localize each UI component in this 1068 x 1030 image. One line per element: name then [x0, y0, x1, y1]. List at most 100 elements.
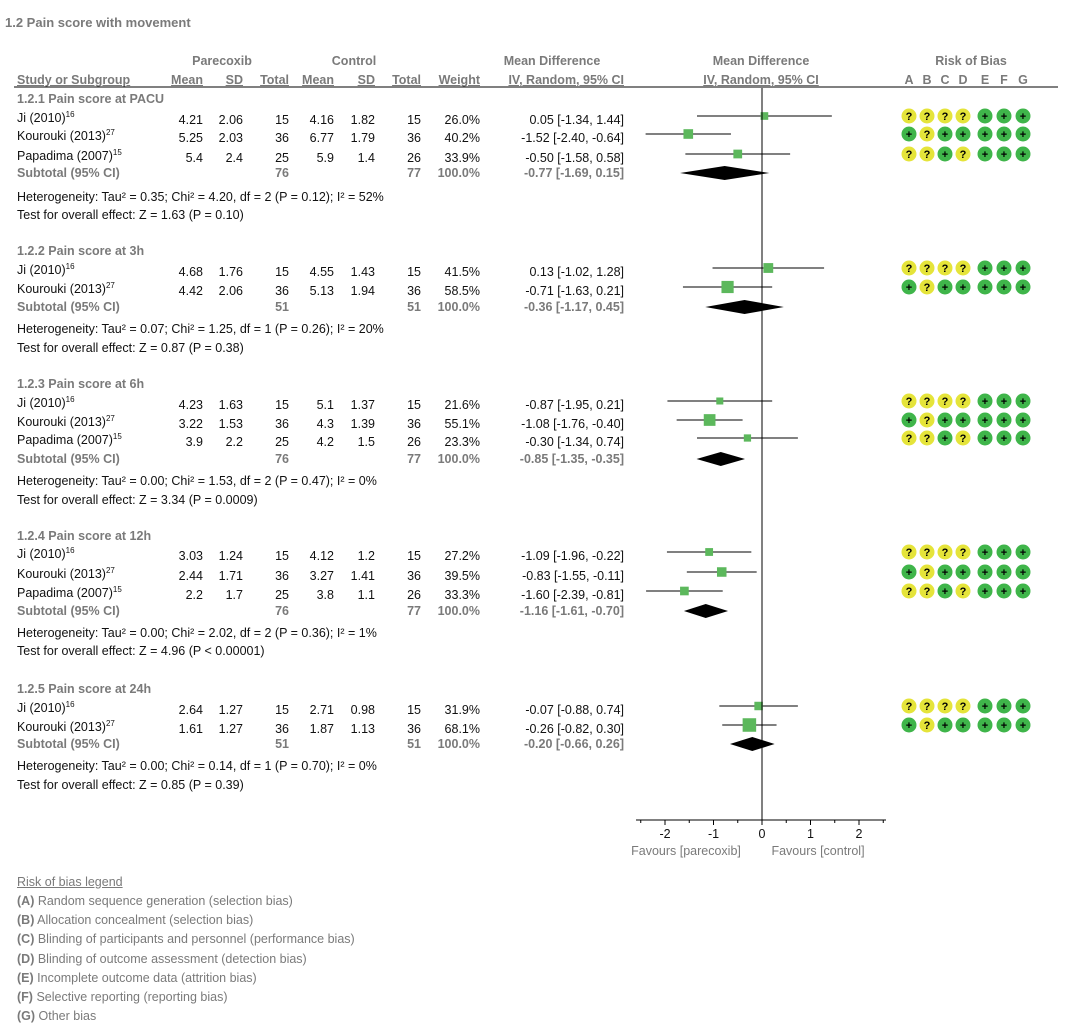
mean-parecoxib: 2.64: [178, 703, 203, 717]
rob-symbol: +: [960, 720, 966, 732]
subtotal-diamond: [683, 604, 729, 618]
rob-symbol: +: [1001, 701, 1007, 713]
legend-item: (G) Other bias: [17, 1010, 96, 1023]
md-ci: -0.30 [-1.34, 0.74]: [525, 435, 624, 449]
rob-symbol: +: [1001, 547, 1007, 559]
study-reference: 27: [105, 414, 115, 423]
heterogeneity-text: Heterogeneity: Tau² = 0.00; Chi² = 2.02,…: [17, 626, 377, 640]
rob-symbol: +: [1020, 547, 1026, 559]
weight: 33.3%: [444, 588, 480, 602]
subgroup-title: 1.2.1 Pain score at PACU: [17, 92, 165, 106]
total-parecoxib: 25: [275, 435, 289, 449]
legend-key: (C): [17, 932, 35, 947]
rob-circle: [937, 717, 953, 733]
rob-circle: [937, 108, 953, 124]
rob-circle: [919, 393, 935, 409]
rob-symbol: +: [906, 720, 912, 732]
subtotal-weight: 100.0%: [437, 300, 480, 314]
mean-control: 3.8: [316, 588, 334, 602]
legend-text: Blinding of participants and personnel (…: [34, 932, 355, 947]
rob-circle: [996, 698, 1012, 714]
subtotal-n2: 77: [407, 166, 421, 180]
total-parecoxib: 36: [275, 131, 289, 145]
rob-circle: [977, 717, 993, 733]
rob-circle: [1015, 279, 1031, 295]
sd-parecoxib: 2.06: [218, 284, 243, 298]
subtotal-weight: 100.0%: [437, 452, 480, 466]
rob-symbol: ?: [906, 433, 913, 445]
study-reference: 15: [112, 585, 122, 594]
rob-col-letter: A: [904, 73, 914, 87]
study-name: Ji (2010)16: [17, 110, 75, 125]
rob-circle: [996, 260, 1012, 276]
mean-parecoxib: 2.2: [185, 588, 203, 602]
subgroup-title: 1.2.3 Pain score at 6h: [17, 377, 145, 391]
study-reference: 27: [105, 566, 115, 575]
rob-circle: [996, 717, 1012, 733]
mean-parecoxib: 5.4: [185, 151, 203, 165]
col-sd1: SD: [225, 73, 243, 87]
total-control: 36: [407, 417, 421, 431]
rob-symbol: +: [1001, 567, 1007, 579]
legend-item: (F) Selective reporting (reporting bias): [17, 991, 228, 1004]
rob-symbol: +: [960, 567, 966, 579]
subgroup-title: 1.2.2 Pain score at 3h: [17, 244, 145, 258]
rob-circle: [919, 260, 935, 276]
mean-parecoxib: 4.23: [178, 398, 203, 412]
rob-symbol: +: [1001, 433, 1007, 445]
sd-control: 1.94: [350, 284, 375, 298]
weight: 21.6%: [444, 398, 480, 412]
overall-effect-text: Test for overall effect: Z = 0.85 (P = 0…: [17, 778, 244, 792]
legend-text: Blinding of outcome assessment (detectio…: [34, 951, 307, 966]
subtotal-weight: 100.0%: [437, 737, 480, 751]
rob-symbol: +: [982, 111, 988, 123]
subtotal-n2: 51: [407, 737, 421, 751]
overall-effect-text: Test for overall effect: Z = 3.34 (P = 0…: [17, 493, 258, 507]
rob-circle: [919, 717, 935, 733]
col-total2: Total: [392, 73, 421, 87]
rob-symbol: +: [982, 129, 988, 141]
legend-key: (B): [17, 913, 35, 928]
rob-circle: [901, 126, 917, 142]
rob-symbol: ?: [960, 547, 967, 559]
rob-symbol: ?: [942, 547, 949, 559]
total-parecoxib: 15: [275, 549, 289, 563]
legend-key: (A): [17, 894, 35, 908]
study-marker: [705, 548, 714, 556]
rob-circle: [937, 583, 953, 599]
rob-circle: [919, 583, 935, 599]
rob-circle: [937, 544, 953, 560]
rob-symbol: +: [1020, 701, 1026, 713]
total-parecoxib: 36: [275, 417, 289, 431]
rob-circle: [977, 108, 993, 124]
rob-circle: [1015, 108, 1031, 124]
rob-circle: [977, 698, 993, 714]
rob-symbol: ?: [906, 111, 913, 123]
rob-header: Risk of Bias: [935, 54, 1007, 68]
rob-symbol: +: [982, 567, 988, 579]
rob-symbol: ?: [960, 263, 967, 275]
subtotal-label: Subtotal (95% CI): [17, 604, 120, 618]
sd-control: 1.1: [357, 588, 375, 602]
rob-col-letter: D: [958, 73, 968, 87]
rob-circle: [955, 260, 971, 276]
study-reference: 16: [65, 700, 75, 709]
rob-symbol: +: [982, 433, 988, 445]
rob-symbol: +: [982, 701, 988, 713]
md-ci: -1.52 [-2.40, -0.64]: [521, 131, 624, 145]
rob-symbol: +: [1001, 396, 1007, 408]
total-parecoxib: 36: [275, 569, 289, 583]
mean-parecoxib: 4.21: [178, 113, 203, 127]
x-tick-label: -2: [659, 827, 671, 841]
weight: 39.5%: [444, 569, 480, 583]
legend-text: Allocation concealment (selection bias): [34, 913, 254, 928]
rob-circle: [901, 564, 917, 580]
rob-circle: [901, 279, 917, 295]
rob-circle: [1015, 430, 1031, 446]
mean-control: 4.12: [309, 549, 334, 563]
total-parecoxib: 36: [275, 284, 289, 298]
rob-circle: [996, 412, 1012, 428]
rob-symbol: +: [1020, 129, 1026, 141]
rob-circle: [919, 564, 935, 580]
study-marker: [760, 112, 769, 120]
